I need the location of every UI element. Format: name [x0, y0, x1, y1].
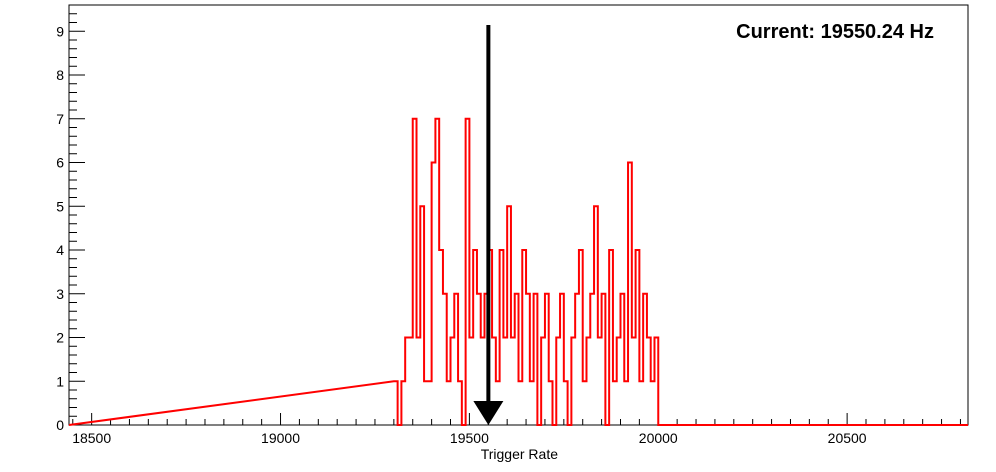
y-tick-label: 9: [56, 23, 64, 39]
y-tick-label: 5: [56, 198, 64, 214]
y-tick-label: 7: [56, 111, 64, 127]
y-tick-label: 8: [56, 67, 64, 83]
x-axis: 18500 19000 19500 20000 20500: [72, 413, 961, 446]
x-tick-label: 20000: [639, 430, 678, 446]
current-rate-readout: Current: 19550.24 Hz: [736, 21, 934, 43]
x-tick-label: 19500: [450, 430, 489, 446]
x-tick-label: 20500: [828, 430, 867, 446]
x-tick-label: 19000: [261, 430, 300, 446]
arrow-head: [473, 401, 504, 425]
y-tick-label: 2: [56, 330, 64, 346]
y-tick-label: 1: [56, 373, 64, 389]
histogram-series-line: [68, 117, 968, 426]
y-tick-label: 3: [56, 286, 64, 302]
current-rate-arrow: [473, 25, 504, 425]
y-tick-label: 4: [56, 242, 64, 258]
y-tick-label: 0: [56, 417, 64, 433]
x-tick-label: 18500: [72, 430, 111, 446]
y-axis: 0 1 2 3 4 5 6 7 8 9: [56, 4, 85, 433]
y-tick-label: 6: [56, 155, 64, 171]
x-axis-title: Trigger Rate: [481, 446, 559, 462]
